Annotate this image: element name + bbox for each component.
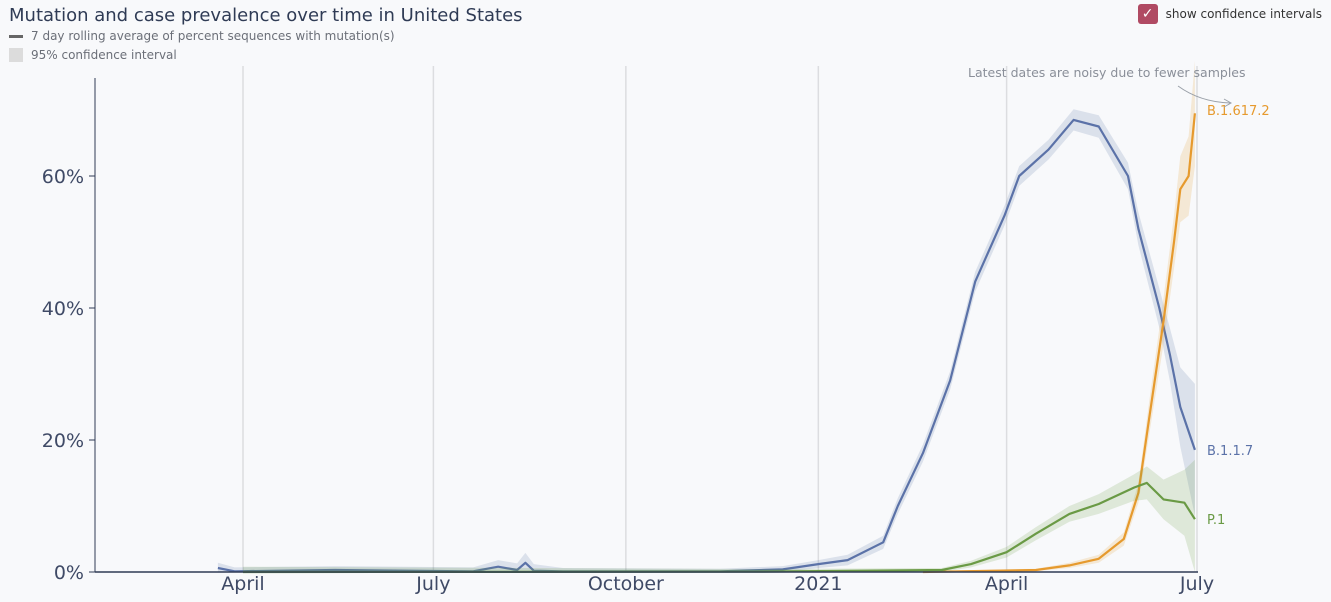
legend-ci-label: 95% confidence interval [31,48,177,62]
x-tick-label: April [985,573,1028,595]
ci-band-B.1.1.7 [217,109,1195,573]
x-tick-label: July [1179,573,1214,595]
line-swatch-icon [9,34,23,38]
series-label: B.1.617.2 [1207,104,1270,119]
x-tick-label: 2021 [794,573,842,595]
legend-line-label: 7 day rolling average of percent sequenc… [31,29,395,43]
x-tick-label: October [588,573,664,595]
x-tick-label: April [221,573,264,595]
show-ci-label: show confidence intervals [1165,7,1322,21]
series-line-B.1.1.7 [217,118,1196,573]
annotation-arrow-icon [1177,85,1231,104]
noisy-dates-annotation: Latest dates are noisy due to fewer samp… [968,65,1246,80]
ci-swatch-icon [9,48,23,62]
arrowhead-icon [1223,98,1233,108]
y-tick-label: 40% [42,298,84,320]
x-tick-label: July [415,573,450,595]
chart-title: Mutation and case prevalence over time i… [9,5,523,26]
series-line-B.1.617.2 [922,113,1196,574]
series-line-P.1 [242,481,1196,574]
y-tick-label: 60% [42,166,84,188]
show-ci-checkbox[interactable]: ✓ show confidence intervals [1137,4,1322,24]
legend-line: 7 day rolling average of percent sequenc… [9,29,395,43]
y-tick-label: 0% [54,562,84,584]
series-label: P.1 [1207,513,1225,528]
ci-band-P.1 [243,459,1195,572]
checkmark-icon[interactable]: ✓ [1137,4,1158,24]
y-tick-label: 20% [42,430,84,452]
series-label: B.1.1.7 [1207,444,1253,459]
legend-ci: 95% confidence interval [9,48,177,62]
